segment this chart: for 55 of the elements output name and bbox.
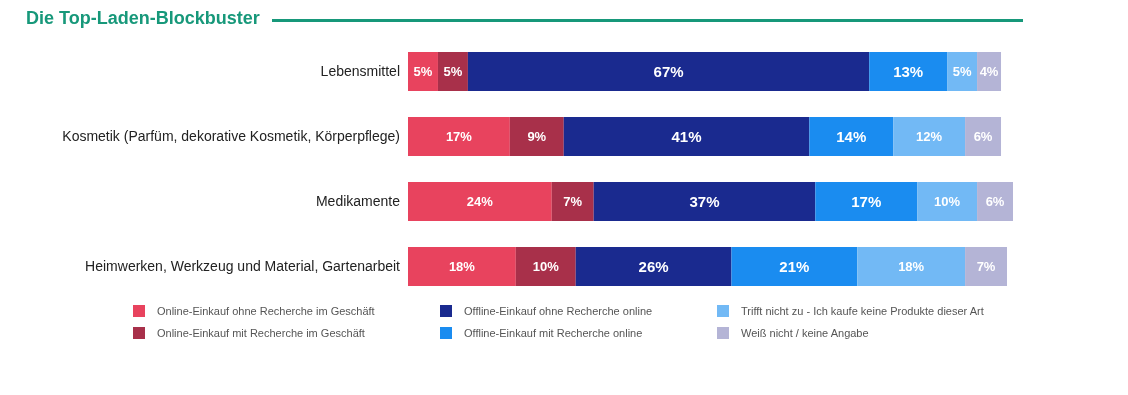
data-label: 17%	[445, 129, 473, 145]
data-label: 26%	[638, 257, 669, 275]
legend-label: Online-Einkauf mit Recherche im Geschäft	[157, 327, 365, 339]
legend-label: Weiß nicht / keine Angabe	[741, 327, 869, 339]
bar	[731, 247, 858, 286]
y-tick-label: Kosmetik (Parfüm, dekorative Kosmetik, Körperpflege)	[62, 128, 400, 145]
bar	[509, 117, 564, 156]
bar	[408, 182, 552, 221]
data-label: 4%	[979, 64, 999, 80]
data-label: 37%	[689, 192, 720, 210]
bar	[408, 117, 510, 156]
data-label: 18%	[448, 259, 476, 275]
y-tick-label: Medikamente	[315, 193, 401, 210]
data-label: 41%	[671, 127, 702, 145]
data-label: 24%	[466, 194, 494, 210]
data-label: 6%	[973, 129, 993, 145]
bar	[563, 117, 810, 156]
bar	[965, 247, 1008, 286]
data-label: 7%	[563, 194, 583, 210]
data-label: 5%	[443, 64, 463, 80]
data-label: 13%	[893, 62, 924, 80]
bar	[515, 247, 576, 286]
data-label: 67%	[653, 62, 684, 80]
bar	[857, 247, 966, 286]
text: Die Top-Laden-Blockbuster	[26, 8, 260, 29]
data-label: 21%	[779, 257, 810, 275]
legend-label: Offline-Einkauf ohne Recherche online	[464, 305, 653, 317]
bar	[893, 117, 966, 156]
bar	[467, 52, 870, 91]
data-label: 9%	[527, 129, 547, 145]
data-label: 10%	[532, 259, 560, 275]
data-label: 5%	[413, 64, 433, 80]
bar	[977, 182, 1013, 221]
bar	[593, 182, 816, 221]
data-label: 12%	[916, 129, 943, 145]
data-label: 6%	[985, 194, 1005, 210]
bar	[965, 117, 1002, 156]
bar	[551, 182, 594, 221]
data-label: 14%	[836, 127, 867, 145]
bar	[575, 247, 732, 286]
bar	[869, 52, 948, 91]
bar	[408, 247, 516, 286]
y-tick-label: Heimwerken, Werkzeug und Material, Gartenarbeit	[85, 258, 401, 275]
data-label: 10%	[934, 194, 961, 210]
legend-label: Online-Einkauf ohne Recherche im Geschäft	[157, 305, 375, 317]
data-label: 17%	[851, 192, 882, 210]
bar	[809, 117, 894, 156]
legend-label: Trifft nicht zu - Ich kaufe keine Produkte dieser Art	[741, 305, 984, 317]
data-label: 18%	[898, 259, 925, 275]
bar	[815, 182, 918, 221]
legend-label: Offline-Einkauf mit Recherche online	[464, 327, 643, 339]
data-label: 7%	[976, 259, 996, 275]
data-label: 5%	[952, 64, 972, 80]
y-tick-label: Lebensmittel	[320, 63, 400, 80]
bar	[917, 182, 978, 221]
